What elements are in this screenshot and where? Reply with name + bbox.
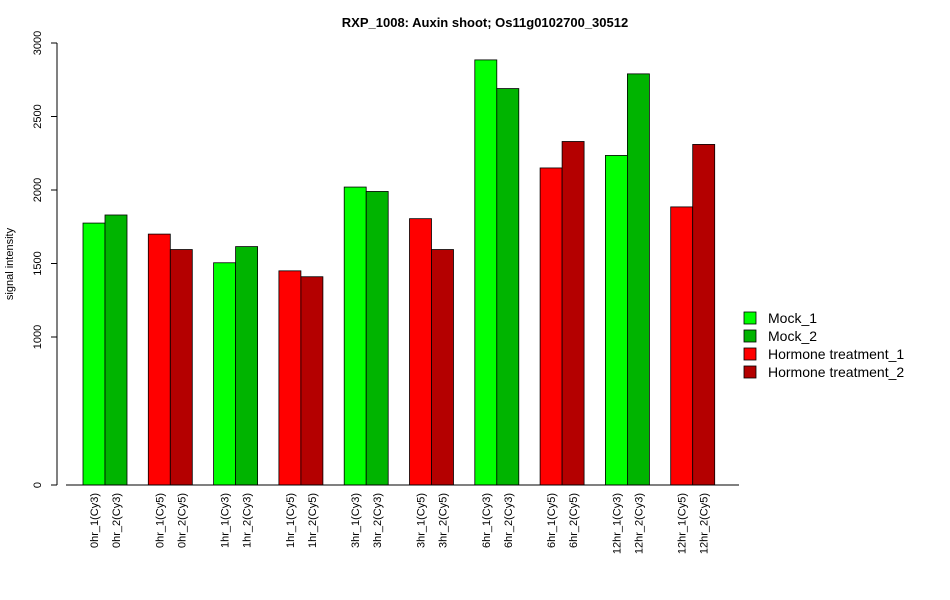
legend-label: Mock_1 xyxy=(768,310,817,326)
bar xyxy=(343,186,367,486)
x-tick-label: 6hr_1(Cy5) xyxy=(546,493,558,548)
x-tick-labels: 0hr_1(Cy3) 0hr_2(Cy3) 0hr_1(Cy5) 0hr_2(Cy5)… xyxy=(89,493,711,554)
y-tick-label: 3000 xyxy=(32,31,44,55)
y-axis: 0 1000 1500 2000 2500 3000 xyxy=(32,31,58,488)
bar xyxy=(169,249,193,486)
y-tick-label: 1000 xyxy=(32,325,44,349)
x-tick-label: 6hr_2(Cy5) xyxy=(568,493,580,548)
bar xyxy=(627,73,650,486)
bar xyxy=(539,167,563,486)
legend-label: Hormone treatment_2 xyxy=(768,364,904,380)
bar xyxy=(82,222,106,486)
bar xyxy=(474,59,498,486)
bar xyxy=(235,246,259,486)
legend-label: Hormone treatment_1 xyxy=(768,346,904,362)
x-tick-label: 0hr_1(Cy3) xyxy=(89,493,101,548)
bar xyxy=(104,214,128,486)
y-tick-label: 2000 xyxy=(32,178,44,202)
x-tick-label: 0hr_2(Cy3) xyxy=(111,493,123,548)
bar xyxy=(692,144,716,486)
x-tick-label: 12hr_1(Cy5) xyxy=(677,493,689,554)
bar xyxy=(496,88,520,486)
bar xyxy=(409,218,432,486)
y-tick-label: 1500 xyxy=(32,251,44,275)
x-tick-label: 6hr_2(Cy3) xyxy=(503,493,515,548)
x-tick-label: 1hr_2(Cy5) xyxy=(307,493,319,548)
x-tick-label: 1hr_2(Cy3) xyxy=(242,493,254,548)
bar xyxy=(365,191,389,486)
x-tick-label: 12hr_2(Cy5) xyxy=(699,493,711,554)
legend-swatch xyxy=(743,347,757,361)
legend-swatch xyxy=(743,365,757,379)
bar xyxy=(561,141,585,486)
legend-label: Mock_2 xyxy=(768,328,817,344)
bar xyxy=(605,155,628,486)
x-tick-label: 3hr_2(Cy3) xyxy=(372,493,384,548)
bar xyxy=(147,233,171,486)
x-tick-label: 1hr_1(Cy5) xyxy=(285,493,297,548)
y-axis-label: signal intensity xyxy=(4,227,16,300)
legend-swatch xyxy=(743,329,757,343)
bar xyxy=(300,276,324,486)
x-tick-label: 0hr_1(Cy5) xyxy=(154,493,166,548)
bar xyxy=(213,262,237,486)
bar xyxy=(278,270,302,486)
x-tick-label: 12hr_2(Cy3) xyxy=(633,493,645,554)
x-tick-label: 3hr_1(Cy3) xyxy=(350,493,362,548)
bar xyxy=(431,249,454,486)
x-tick-label: 3hr_1(Cy5) xyxy=(416,493,428,548)
bars xyxy=(82,59,716,486)
x-tick-label: 1hr_1(Cy3) xyxy=(220,493,232,548)
y-tick-label: 0 xyxy=(32,482,44,488)
x-tick-label: 0hr_2(Cy5) xyxy=(176,493,188,548)
legend: Mock_1 Mock_2 Hormone treatment_1 Hormone t… xyxy=(743,310,904,380)
x-tick-label: 6hr_1(Cy3) xyxy=(481,493,493,548)
legend-swatch xyxy=(743,311,757,325)
bar xyxy=(670,206,694,486)
x-tick-label: 3hr_2(Cy5) xyxy=(438,493,450,548)
y-tick-label: 2500 xyxy=(32,104,44,128)
x-tick-label: 12hr_1(Cy3) xyxy=(611,493,623,554)
chart-title: RXP_1008: Auxin shoot; Os11g0102700_3051… xyxy=(342,15,628,30)
